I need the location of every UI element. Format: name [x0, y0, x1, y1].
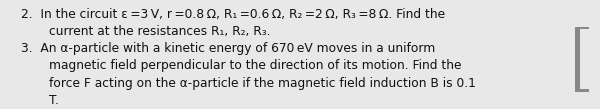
Bar	[575, 27, 589, 29]
Text: 2.  In the circuit ε =3 V, r =0.8 Ω, R₁ =0.6 Ω, R₂ =2 Ω, R₃ =8 Ω. Find the: 2. In the circuit ε =3 V, r =0.8 Ω, R₁ =…	[21, 8, 445, 21]
Text: current at the resistances R₁, R₂, R₃.: current at the resistances R₁, R₂, R₃.	[49, 25, 271, 38]
Bar	[575, 89, 589, 92]
Text: T.: T.	[49, 94, 59, 107]
Text: 3.  An α-particle with a kinetic energy of 670 eV moves in a uniform: 3. An α-particle with a kinetic energy o…	[21, 42, 435, 55]
Text: force F acting on the α-particle if the magnetic field induction B is 0.1: force F acting on the α-particle if the …	[49, 77, 476, 89]
Bar	[575, 29, 580, 89]
Text: magnetic field perpendicular to the direction of its motion. Find the: magnetic field perpendicular to the dire…	[49, 59, 462, 72]
